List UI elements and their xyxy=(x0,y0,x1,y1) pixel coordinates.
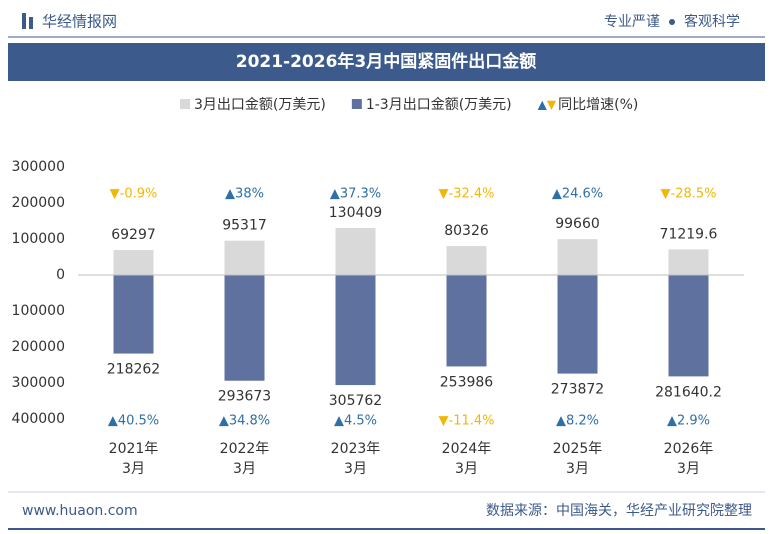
growth-label: ▲4.5% xyxy=(334,414,377,429)
value-label: 293673 xyxy=(218,389,271,405)
value-label: 80326 xyxy=(444,223,489,239)
y-tick-label: 100000 xyxy=(12,231,65,247)
value-label: 130409 xyxy=(329,205,382,221)
growth-label: ▼-11.4% xyxy=(439,414,495,429)
legend-icon: ▲ xyxy=(538,98,548,112)
x-tick-label: 2026年 xyxy=(664,441,714,457)
bar xyxy=(446,275,487,367)
x-tick-label: 2021年 xyxy=(109,441,159,457)
bar xyxy=(668,275,709,377)
y-tick-label: 100000 xyxy=(12,303,65,319)
value-label: 218262 xyxy=(107,362,160,378)
logo-mark xyxy=(29,17,33,29)
bar xyxy=(557,275,598,374)
x-tick-label: 2024年 xyxy=(442,441,492,457)
value-label: 253986 xyxy=(440,374,494,390)
x-tick-label: 2025年 xyxy=(553,441,603,457)
growth-label: ▲24.6% xyxy=(552,187,603,202)
bar xyxy=(557,239,598,275)
x-tick-label: 2022年 xyxy=(220,441,270,457)
growth-label: ▲34.8% xyxy=(219,414,270,429)
y-tick-label: 200000 xyxy=(12,195,65,211)
brand: 华经情报网 xyxy=(42,13,117,31)
growth-label: ▼-28.5% xyxy=(661,187,717,202)
value-label: 95317 xyxy=(222,218,267,234)
value-label: 281640.2 xyxy=(655,384,722,400)
bar xyxy=(224,275,265,381)
y-tick-label: 0 xyxy=(56,267,65,283)
legend-icon: ▼ xyxy=(547,98,557,112)
y-tick-label: 200000 xyxy=(12,339,65,355)
legend-swatch xyxy=(180,99,190,109)
legend-swatch xyxy=(351,99,362,109)
legend-label: 同比增速(%) xyxy=(558,97,638,113)
value-label: 69297 xyxy=(111,227,156,243)
website: www.huaon.com xyxy=(22,503,138,519)
bar xyxy=(113,250,154,275)
x-tick-label: 3月 xyxy=(233,461,256,477)
bar xyxy=(335,275,376,386)
legend-label: 3月出口金额(万美元) xyxy=(194,97,326,113)
chart-title: 2021-2026年3月中国紧固件出口金额 xyxy=(236,51,537,72)
source: 数据来源：中国海关，华经产业研究院整理 xyxy=(486,503,752,519)
legend: 3月出口金额(万美元) 1-3月出口金额(万美元) ▲ ▼ 同比增速(%) xyxy=(180,97,638,113)
slogan-dot xyxy=(669,19,675,25)
slogan: 专业严谨 xyxy=(604,14,660,30)
x-tick-label: 2023年 xyxy=(331,441,381,457)
logo-mark xyxy=(22,13,26,29)
value-label: 71219.6 xyxy=(660,226,718,242)
x-tick-label: 3月 xyxy=(566,461,589,477)
growth-label: ▼-0.9% xyxy=(110,187,158,202)
legend-label: 1-3月出口金额(万美元) xyxy=(366,97,512,113)
value-label: 305762 xyxy=(329,393,382,409)
growth-label: ▲38% xyxy=(225,187,264,202)
y-tick-label: 400000 xyxy=(12,411,65,427)
x-tick-label: 3月 xyxy=(455,461,478,477)
y-tick-label: 300000 xyxy=(12,159,65,175)
bar xyxy=(668,249,709,275)
bar xyxy=(446,246,487,275)
growth-label: ▲8.2% xyxy=(556,414,599,429)
growth-label: ▼-32.4% xyxy=(439,187,495,202)
x-tick-label: 3月 xyxy=(344,461,367,477)
bar xyxy=(224,240,265,275)
growth-label: ▲2.9% xyxy=(667,414,710,429)
title-bar xyxy=(8,43,765,81)
bar xyxy=(335,228,376,275)
x-tick-label: 3月 xyxy=(677,461,700,477)
y-tick-label: 300000 xyxy=(12,375,65,391)
growth-label: ▲37.3% xyxy=(330,187,381,202)
slogan: 客观科学 xyxy=(684,13,740,30)
value-label: 273872 xyxy=(551,382,604,398)
growth-label: ▲40.5% xyxy=(108,414,159,429)
bar xyxy=(113,275,154,354)
value-label: 99660 xyxy=(555,216,600,232)
x-tick-label: 3月 xyxy=(122,461,145,477)
